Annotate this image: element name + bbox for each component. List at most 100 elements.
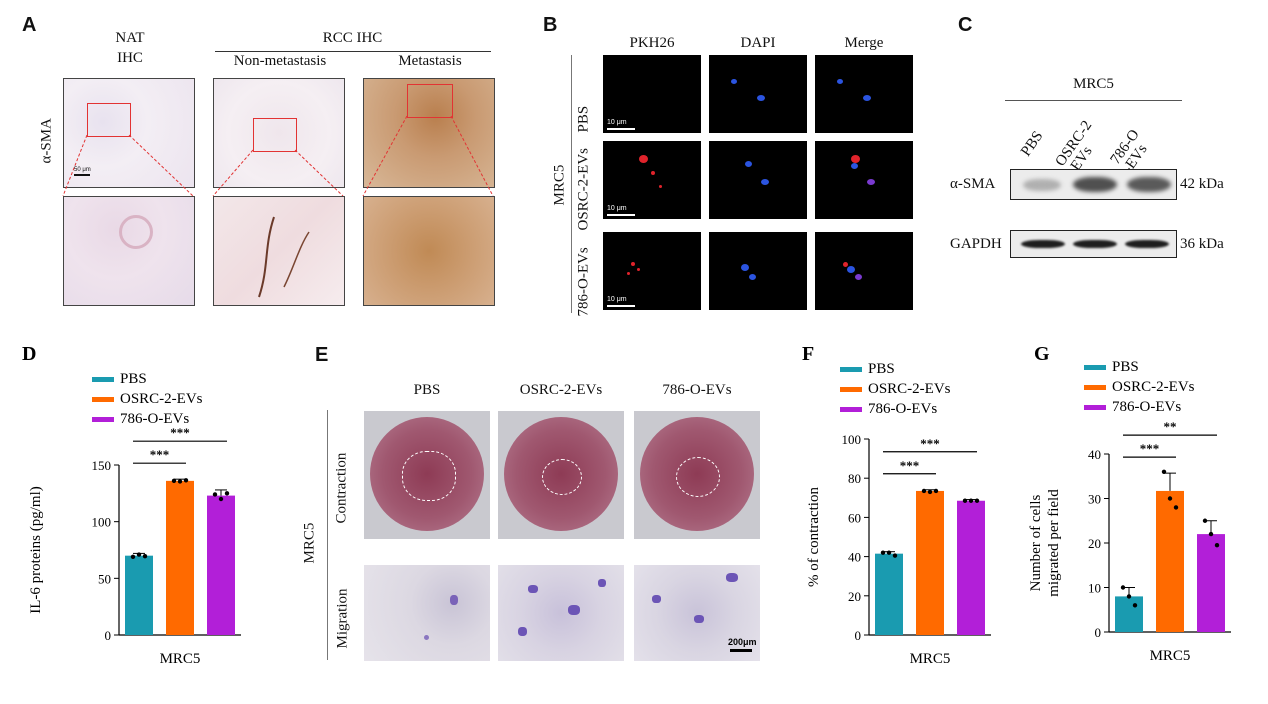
y-tick-label: 20 — [848, 589, 861, 604]
data-point — [1214, 543, 1220, 548]
vesicle-cluster — [851, 155, 860, 163]
data-point — [1126, 594, 1132, 599]
band-pbs — [1023, 179, 1061, 191]
nat-label-line1: NAT — [115, 30, 145, 46]
row-contraction: Contraction — [333, 452, 350, 524]
vessel-shape — [119, 215, 153, 249]
mrc5-side-label-b: MRC5 — [551, 164, 568, 206]
wb-row-alpha-sma: α-SMA — [950, 176, 996, 192]
bar-0 — [1115, 596, 1143, 632]
data-point — [933, 488, 939, 494]
dish-pbs — [364, 411, 490, 539]
migrated-cell — [652, 595, 661, 603]
data-point — [218, 496, 224, 502]
wb-row-gapdh: GAPDH — [950, 236, 1002, 252]
data-point — [1167, 496, 1173, 501]
scale-bar-label: 10 μm — [607, 296, 627, 303]
bar-2 — [207, 495, 235, 635]
y-tick-label: 50 — [98, 571, 111, 586]
zoom-box-nonmet — [253, 118, 297, 152]
data-point — [136, 552, 142, 557]
chart-d: D PBS OSRC-2-EVs 786-O-EVs 0 50 100 150 IL-6 pro… — [22, 343, 241, 667]
band-pbs — [1021, 240, 1065, 248]
fluor-786o-dapi — [709, 232, 807, 310]
nucleus — [867, 179, 875, 185]
zoom-guides — [62, 115, 494, 197]
y-tick-label: 0 — [855, 628, 862, 643]
data-point — [927, 489, 933, 495]
col-nonmetastasis: Non-metastasis — [233, 53, 327, 69]
panel-e-letter: E — [315, 344, 329, 366]
scale-bar-label: 10 μm — [607, 119, 627, 126]
scale-bar — [730, 649, 752, 652]
gel-outline — [402, 451, 456, 501]
y-axis-label: IL-6 proteins (pg/ml) — [28, 486, 44, 613]
row-786o-b: 786-O-EVs — [575, 247, 592, 317]
data-point — [1132, 603, 1138, 608]
significance-label-1: ** — [1164, 419, 1177, 434]
legend-swatch-2 — [840, 407, 862, 412]
data-point — [142, 554, 148, 559]
vesicle — [631, 262, 635, 266]
vesicle — [637, 268, 640, 271]
data-point — [1161, 469, 1167, 474]
ihc-met-lowmag — [363, 78, 495, 188]
panel-f-letter: F — [802, 343, 814, 365]
data-point — [171, 478, 177, 484]
data-point — [212, 492, 218, 497]
nat-label-line2: IHC — [117, 50, 143, 66]
nucleus — [749, 274, 756, 280]
scale-bar — [607, 214, 635, 216]
ihc-nonmet-lowmag — [213, 78, 345, 188]
migrated-cell — [450, 595, 458, 605]
band-786o — [1125, 240, 1169, 248]
wb-kda-gapdh: 36 kDa — [1180, 236, 1224, 252]
panel-e-divider — [327, 410, 328, 660]
wb-blot-alpha-sma — [1010, 169, 1177, 200]
data-point — [968, 498, 974, 503]
zoom-box-met — [407, 84, 453, 118]
row-migration: Migration — [334, 588, 351, 649]
panel-d-letter: D — [22, 343, 36, 365]
wb-header-line — [1005, 100, 1182, 101]
row-pbs-b: PBS — [575, 105, 592, 133]
data-point — [183, 478, 189, 483]
well — [370, 417, 484, 531]
legend-swatch-1 — [92, 397, 114, 402]
col-metastasis: Metastasis — [398, 53, 462, 69]
zoom-box-nat — [87, 103, 131, 137]
bar-2 — [957, 500, 985, 635]
data-point — [962, 498, 968, 503]
legend-label-0: PBS — [868, 361, 895, 377]
nucleus — [757, 95, 765, 101]
legend-label-0: PBS — [1112, 359, 1139, 375]
mrc5-side-label-e: MRC5 — [301, 522, 318, 564]
y-tick-label: 40 — [848, 550, 861, 565]
y-tick-label: 30 — [1088, 492, 1101, 507]
col-dapi: DAPI — [740, 35, 776, 51]
migration-osrc2 — [498, 565, 624, 661]
nucleus — [847, 266, 855, 273]
legend-swatch-0 — [840, 367, 862, 372]
legend-swatch-1 — [840, 387, 862, 392]
y-tick-label: 10 — [1088, 581, 1101, 596]
scale-bar — [607, 128, 635, 130]
scale-bar-label: 200μm — [728, 637, 757, 647]
x-axis-label: MRC5 — [1150, 648, 1191, 664]
legend-label-2: 786-O-EVs — [1112, 399, 1181, 415]
col-pkh26: PKH26 — [629, 35, 675, 51]
legend-label-2: 786-O-EVs — [868, 401, 937, 417]
migrated-cell — [568, 605, 580, 615]
panel-b-divider — [571, 55, 572, 313]
significance-label-0: *** — [1140, 441, 1160, 456]
nucleus — [761, 179, 769, 185]
bar-0 — [125, 555, 153, 635]
scale-bar — [74, 174, 90, 176]
vesicle — [843, 262, 848, 267]
legend-swatch-2 — [92, 417, 114, 422]
legend-label-1: OSRC-2-EVs — [868, 381, 951, 397]
migrated-cell — [694, 615, 704, 623]
data-point — [1120, 585, 1126, 590]
y-tick-label: 40 — [1088, 447, 1101, 462]
fluor-786o-pkh26: 10 μm — [603, 232, 701, 310]
